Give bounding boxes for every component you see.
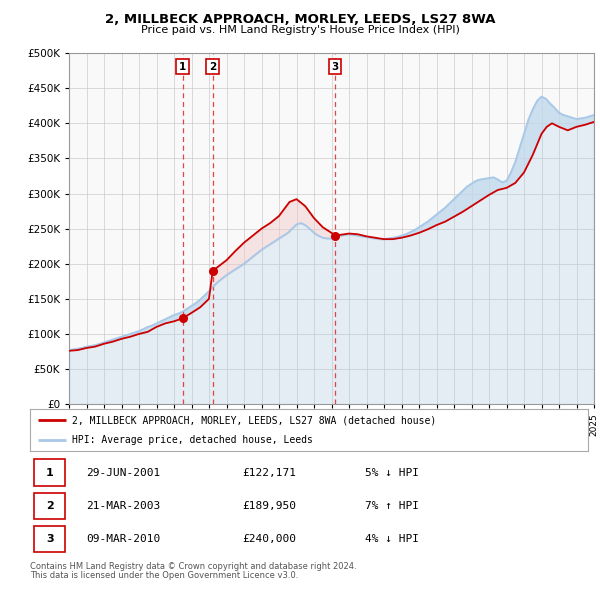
Text: 7% ↑ HPI: 7% ↑ HPI [365, 501, 419, 511]
Text: 1: 1 [179, 62, 186, 72]
Text: 4% ↓ HPI: 4% ↓ HPI [365, 534, 419, 544]
Text: £122,171: £122,171 [242, 468, 296, 478]
Text: Price paid vs. HM Land Registry's House Price Index (HPI): Price paid vs. HM Land Registry's House … [140, 25, 460, 35]
Text: This data is licensed under the Open Government Licence v3.0.: This data is licensed under the Open Gov… [30, 571, 298, 579]
Text: 1: 1 [46, 468, 53, 478]
Text: 21-MAR-2003: 21-MAR-2003 [86, 501, 160, 511]
Text: 2: 2 [46, 501, 53, 511]
Text: 29-JUN-2001: 29-JUN-2001 [86, 468, 160, 478]
FancyBboxPatch shape [34, 493, 65, 519]
Text: 3: 3 [46, 534, 53, 544]
Text: 2: 2 [209, 62, 217, 72]
Text: £189,950: £189,950 [242, 501, 296, 511]
Text: 09-MAR-2010: 09-MAR-2010 [86, 534, 160, 544]
Text: 3: 3 [331, 62, 338, 72]
Text: 5% ↓ HPI: 5% ↓ HPI [365, 468, 419, 478]
Text: £240,000: £240,000 [242, 534, 296, 544]
Text: 2, MILLBECK APPROACH, MORLEY, LEEDS, LS27 8WA (detached house): 2, MILLBECK APPROACH, MORLEY, LEEDS, LS2… [72, 415, 436, 425]
Text: HPI: Average price, detached house, Leeds: HPI: Average price, detached house, Leed… [72, 435, 313, 445]
Text: 2, MILLBECK APPROACH, MORLEY, LEEDS, LS27 8WA: 2, MILLBECK APPROACH, MORLEY, LEEDS, LS2… [105, 13, 495, 26]
Text: Contains HM Land Registry data © Crown copyright and database right 2024.: Contains HM Land Registry data © Crown c… [30, 562, 356, 571]
FancyBboxPatch shape [34, 526, 65, 552]
FancyBboxPatch shape [34, 460, 65, 486]
